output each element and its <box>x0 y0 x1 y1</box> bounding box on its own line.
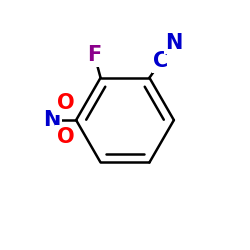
Text: F: F <box>88 45 102 65</box>
Text: O: O <box>57 127 74 147</box>
Text: O: O <box>57 93 74 113</box>
Text: C: C <box>153 51 168 71</box>
Text: N: N <box>43 110 60 130</box>
Text: N: N <box>165 33 183 53</box>
